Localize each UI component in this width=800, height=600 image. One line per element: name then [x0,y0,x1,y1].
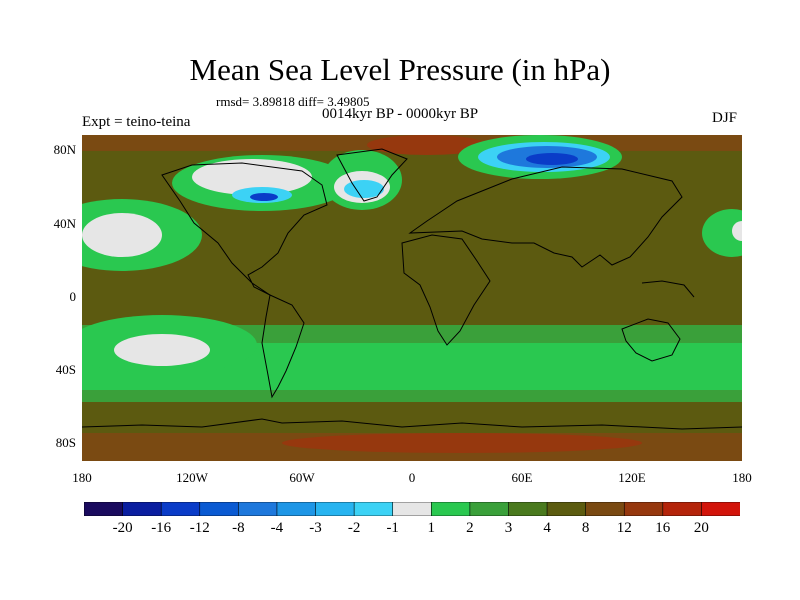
south-pacific-light-cell [114,334,210,366]
y-tick-80s: 80S [55,435,76,450]
x-tick-0: 0 [408,470,416,485]
colorbar-swatch [585,502,626,516]
y-tick-80n: 80N [53,142,76,157]
north-pacific-light-cell [82,213,162,257]
season-label: DJF [712,110,738,126]
colorbar-swatch [276,502,317,516]
colorbar-label: 3 [504,520,513,536]
colorbar-label: 4 [543,520,551,536]
colorbar-label: -20 [112,520,133,536]
greenland-cyan [344,180,384,198]
colorbar-label: 20 [693,520,709,536]
y-tick-40s: 40S [55,362,76,377]
colorbar-swatch [238,502,278,516]
y-tick-equator: 0 [69,289,77,304]
colorbar-swatch [701,502,740,516]
colorbar-swatch [546,502,587,516]
antarctic-red-patch [282,433,642,453]
plot-title: Mean Sea Level Pressure (in hPa) [189,52,611,87]
coastlines [82,148,742,430]
colorbar-label: -2 [347,520,361,536]
colorbar-label: -16 [151,520,172,536]
colorbar-label: -3 [309,520,322,536]
colorbar-label: -4 [270,520,284,536]
arctic-red-patch [367,135,487,155]
colorbar-swatch [392,502,433,516]
pressure-difference-map [82,135,742,461]
x-tick-120w: 120W [176,470,208,485]
x-tick-180-left: 180 [72,470,92,485]
rmsd-diff-stats: rmsd= 3.89818 diff= 3.49805 [216,94,370,109]
x-tick-60w: 60W [289,470,315,485]
colorbar-label: 12 [616,520,632,536]
experiment-label: Expt = teino-teina [82,114,191,130]
north-america-blue-core [250,193,278,201]
colorbar-label: 8 [581,520,590,536]
x-tick-120e: 120E [618,470,646,485]
colorbar-swatch [469,502,510,516]
colorbar-swatch [430,502,471,516]
colorbar-label: 16 [655,520,671,536]
colorbar-label: -1 [386,520,399,536]
colorbar-swatch [508,502,548,516]
colorbar-swatch [662,502,703,516]
colorbar-label: -12 [189,520,210,536]
colorbar-swatch [84,502,124,516]
y-tick-40n: 40N [53,216,76,231]
colorbar-swatch [315,502,355,516]
colorbar [84,502,740,516]
colorbar-swatch [199,502,240,516]
x-tick-60e: 60E [511,470,533,485]
siberia-deep-blue [526,153,578,165]
plot-subtitle: 0014kyr BP - 0000kyr BP [322,106,479,122]
east-edge-light-cell [732,221,742,241]
colorbar-swatch [160,502,201,516]
colorbar-label: 2 [466,520,474,536]
colorbar-label: 1 [427,520,436,536]
colorbar-swatch [122,502,162,516]
x-tick-180-right: 180 [732,470,752,485]
east-pacific-green [702,209,742,257]
colorbar-swatch [623,502,664,516]
southern-ocean-darkgreen-band [82,390,742,402]
colorbar-swatch [353,502,394,516]
colorbar-label: -8 [232,520,245,536]
